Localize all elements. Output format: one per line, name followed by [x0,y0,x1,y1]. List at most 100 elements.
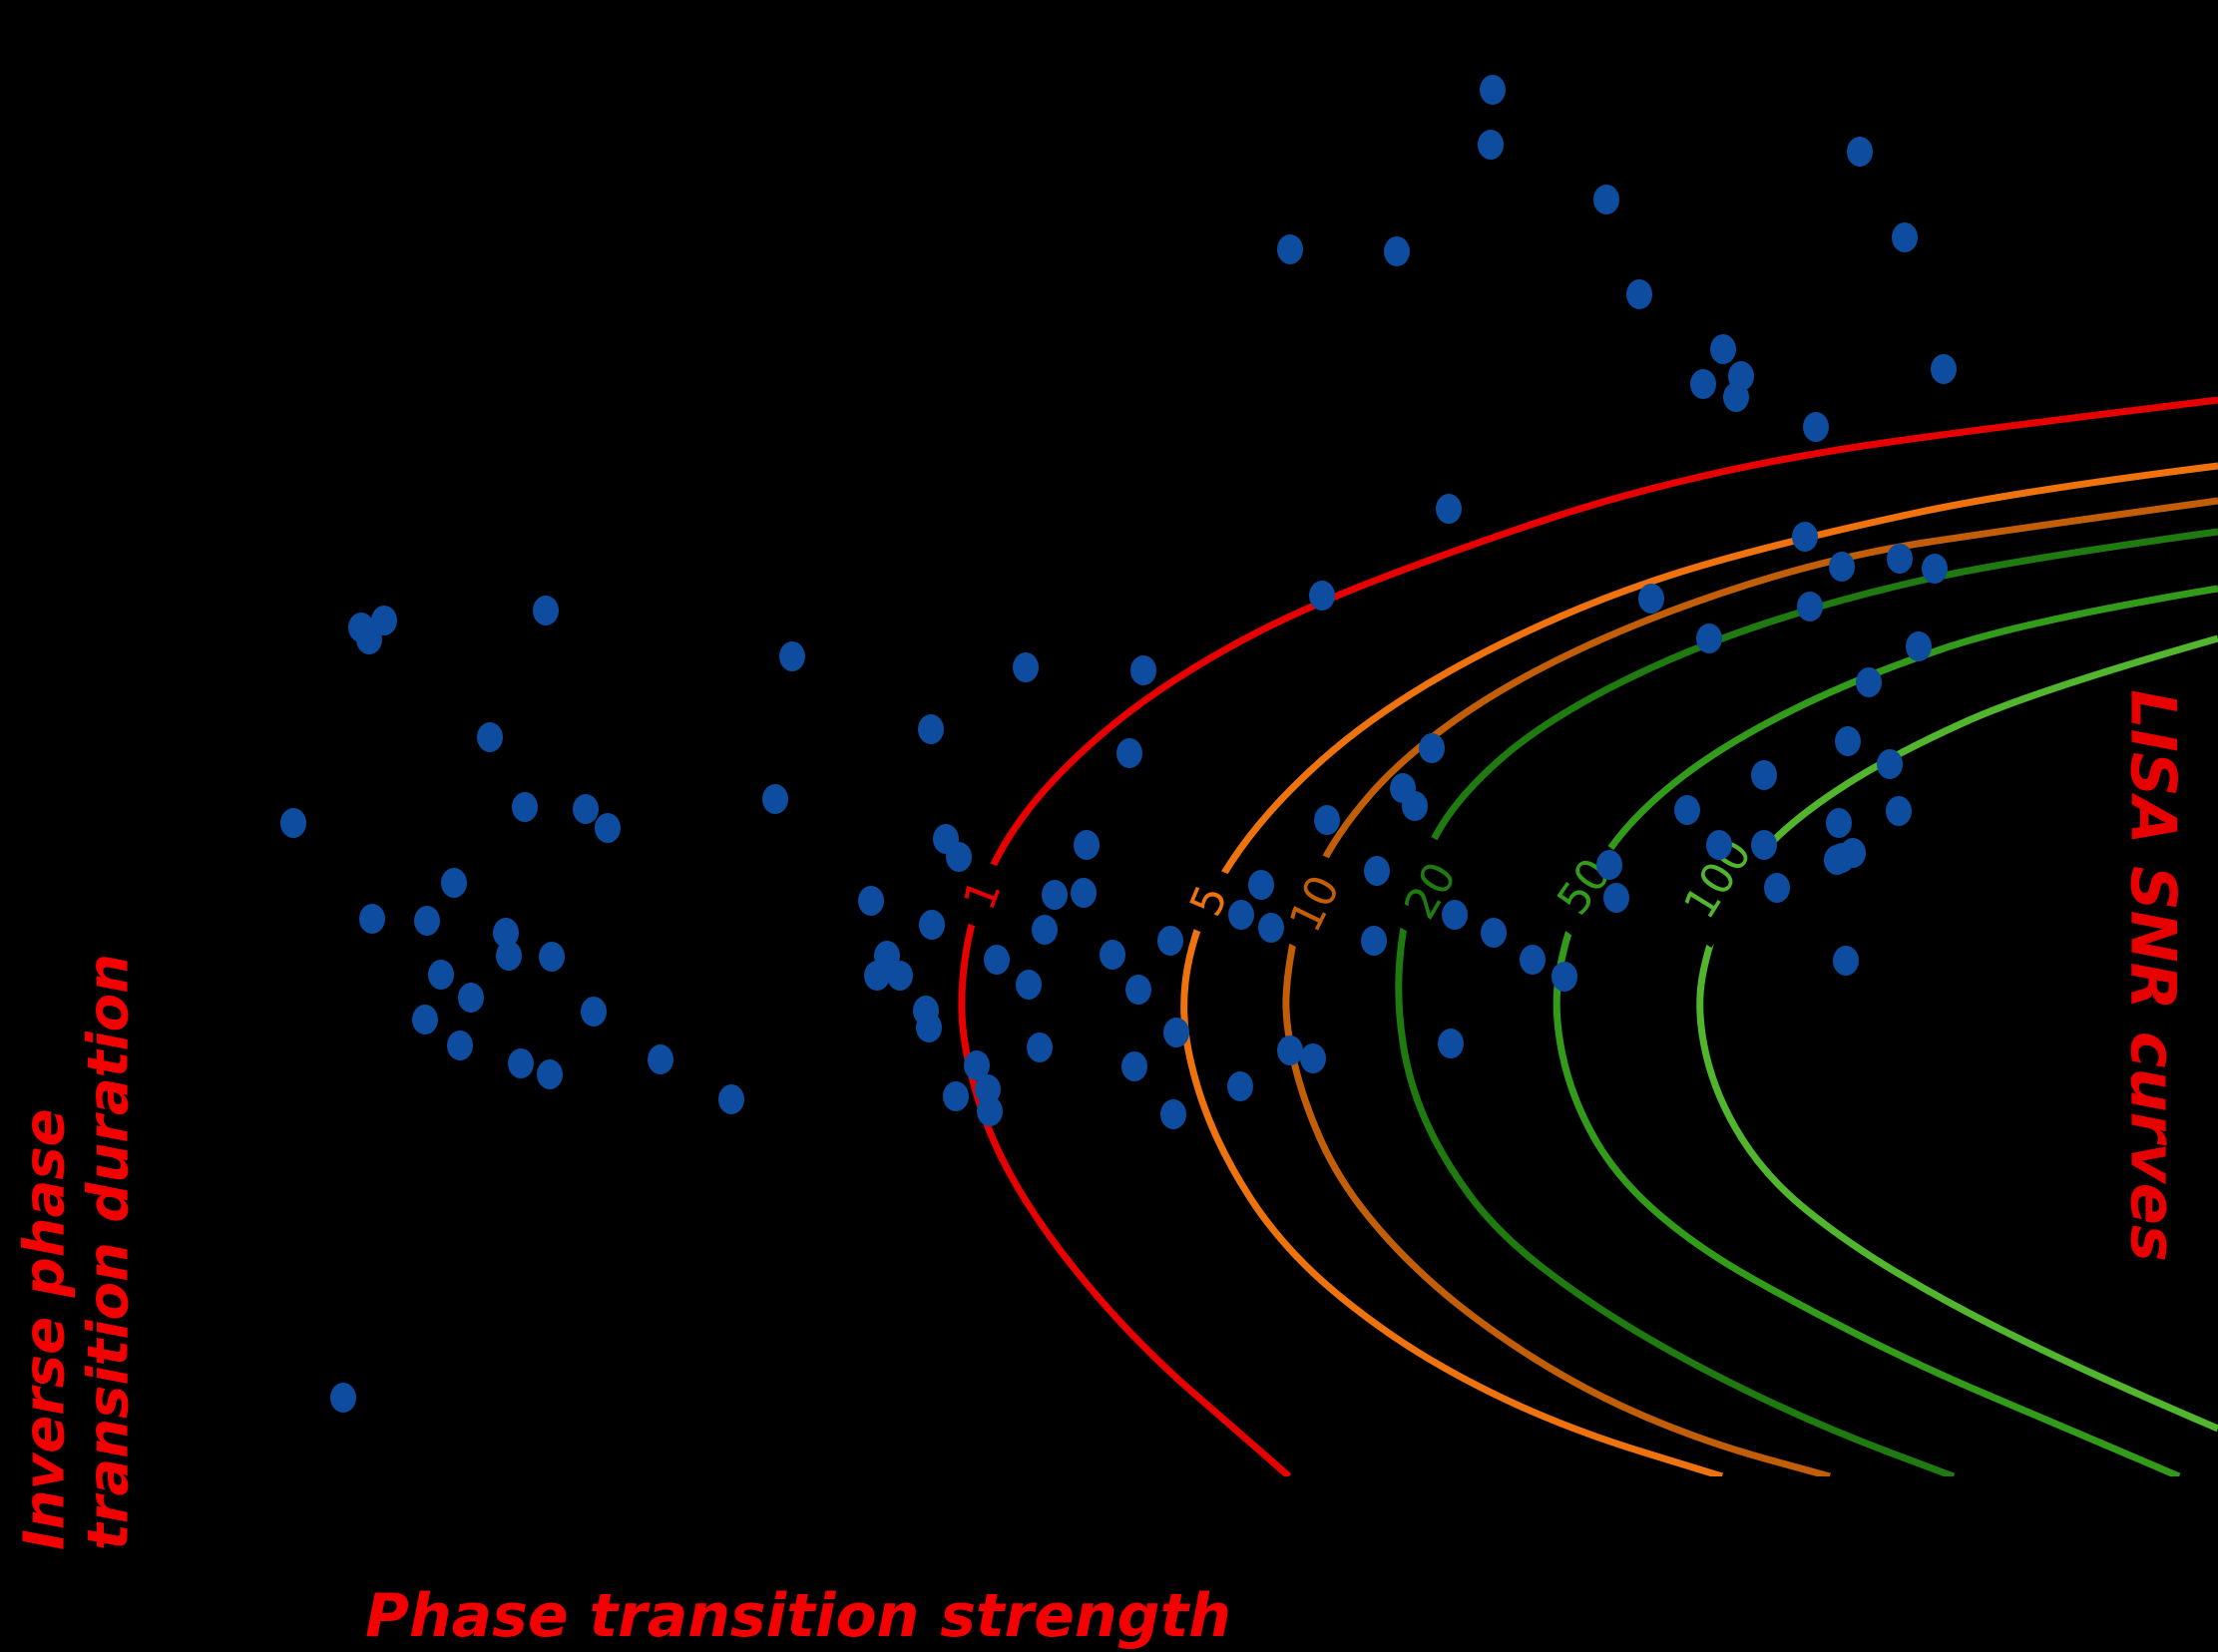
data-point [1792,522,1818,552]
data-point [1032,915,1058,945]
data-point [493,918,519,948]
data-point [1690,369,1716,399]
data-point [1227,1071,1253,1101]
data-point [1478,130,1504,160]
contour-label-gap-10 [1266,848,1364,960]
contour-label-gap-1 [942,854,1024,936]
data-point [1384,236,1410,266]
data-point [943,1081,969,1111]
data-point [1163,1018,1189,1047]
y-axis-title-line2: transition duration [77,953,142,1551]
data-point [359,904,385,934]
snr-contour-curves [958,396,2218,1476]
data-point [1710,334,1736,364]
snr-curve-1 [958,396,2218,1476]
data-point [533,596,559,625]
data-point [1277,234,1303,264]
data-point [1042,880,1068,910]
data-point [1552,962,1577,992]
data-point [918,714,944,744]
data-point [858,886,884,916]
data-point [330,1383,356,1413]
data-point [1277,1035,1303,1065]
data-point [1706,830,1732,860]
data-point [1013,652,1039,682]
data-point [1130,655,1156,685]
snr-curve-10 [1282,497,2218,1476]
data-point [1931,354,1957,384]
data-point [1922,554,1948,584]
data-point [573,794,599,824]
data-point [1074,830,1100,860]
data-point [1886,796,1912,826]
data-point [1309,581,1335,611]
data-point [1071,878,1097,908]
data-point [1764,873,1790,903]
data-point [984,945,1010,975]
data-point [428,960,454,990]
data-point [537,1059,563,1089]
data-point [1906,631,1932,661]
data-point [1877,749,1903,779]
data-point [1116,738,1142,768]
data-point [916,1013,942,1042]
data-point [1248,870,1274,900]
data-point [779,641,805,671]
contour-label-gap-20 [1380,834,1482,948]
data-point [1803,412,1829,442]
data-point [1847,137,1873,167]
data-point [887,961,913,991]
data-point [1520,945,1546,975]
data-point [864,961,890,991]
snr-curve-50 [1553,585,2218,1476]
data-point [1856,667,1882,697]
data-point [762,784,788,814]
data-point [1638,584,1664,614]
data-point [1361,926,1387,956]
data-point [1829,552,1855,582]
data-point [1696,623,1722,653]
data-point [1125,975,1151,1005]
data-point [1258,913,1284,943]
data-point [1121,1051,1147,1081]
snr-contour-labels: 1 5 10 20 50 100 [942,809,1778,960]
data-point [1751,830,1777,860]
data-point [1674,795,1700,825]
scatter-points [280,75,1957,1413]
y-axis-title-line1: Inverse phase [12,1108,78,1551]
data-point [1824,845,1850,875]
data-point [1438,1029,1464,1058]
snr-curve-100 [1696,634,2218,1433]
data-point [1835,726,1861,756]
data-point [348,613,374,642]
x-axis-title: Phase transition strength [364,1581,1232,1651]
data-point [512,792,538,822]
data-point [946,842,972,872]
data-point [1364,856,1390,886]
data-point [1027,1032,1053,1062]
data-point [1314,805,1340,835]
data-point [1157,926,1183,956]
data-point [1228,900,1254,930]
data-point [496,941,522,971]
data-point [977,1096,1003,1126]
data-point [975,1074,1001,1104]
data-point [539,942,565,972]
data-point [1402,791,1428,821]
data-point [477,722,503,752]
data-point [1480,75,1506,105]
data-point [1481,918,1507,948]
data-point [1887,544,1913,574]
data-point [414,906,440,936]
data-point [1160,1099,1186,1129]
data-point [964,1050,990,1080]
data-point [1797,592,1823,621]
data-point [718,1084,744,1114]
data-point [1593,185,1619,214]
data-point [441,868,467,898]
data-point [1751,760,1777,790]
data-point [648,1044,673,1074]
data-point [412,1005,438,1034]
